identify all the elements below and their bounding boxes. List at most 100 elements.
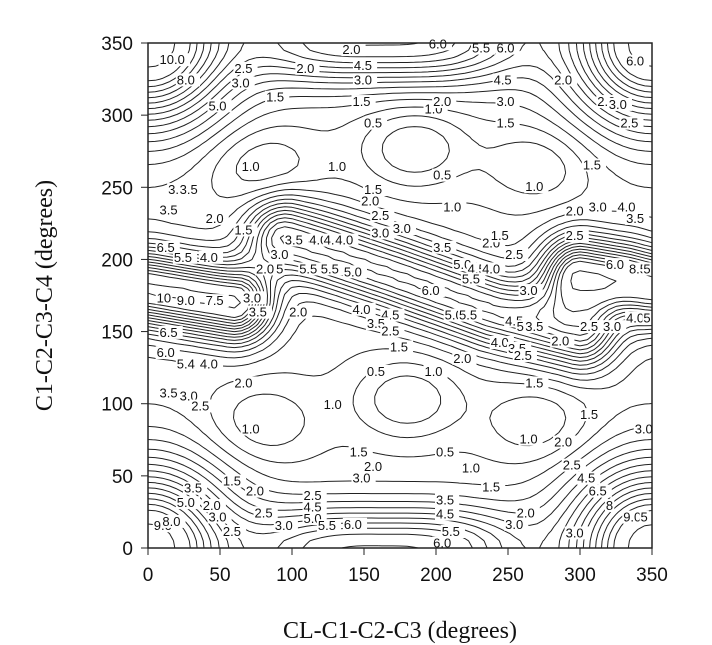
contour-label: 3.5	[435, 492, 460, 507]
contour-label: 2.0	[363, 459, 388, 474]
contour-label: 2.5	[190, 398, 215, 413]
contour-label-bg	[518, 284, 543, 298]
contour-label-text: 3.5	[285, 233, 303, 248]
contour-label: 0.5	[432, 168, 457, 183]
contour-label-bg	[273, 519, 298, 533]
contour-label-text: 3.0	[496, 94, 514, 109]
contour-label: 3.0	[504, 517, 529, 532]
contour-label-bg	[495, 41, 520, 55]
contour-label: 2.0	[564, 204, 589, 219]
contour-label: 4.5	[576, 471, 601, 486]
contour-label-text: 4.0	[200, 357, 218, 372]
contour-label: 2.0	[452, 351, 477, 366]
contour-label: 6.5	[587, 484, 612, 499]
contour-label-text: 9.0	[177, 293, 195, 308]
contour-label-text: 4.0	[352, 302, 370, 317]
contour-label-bg	[460, 461, 486, 475]
contour-label: 6.0	[342, 517, 368, 532]
contour-line-3	[147, 89, 653, 502]
contour-label-bg	[604, 258, 630, 272]
contour-label-text: 1.5	[223, 474, 241, 489]
contour-label-bg	[492, 73, 517, 87]
contour-label: 5.5	[298, 261, 323, 276]
contour-label-bg	[175, 73, 200, 87]
contour-label: 1.5	[363, 182, 388, 197]
contour-label-bg	[240, 159, 265, 173]
contour-label-text: 1.5	[491, 228, 509, 243]
contour-label: 5.0	[342, 264, 368, 279]
contour-label-text: 5	[643, 261, 650, 276]
contour-label: 1.0	[423, 364, 448, 379]
contour-label-bg	[561, 458, 586, 472]
contour-label-text: 3.0	[589, 199, 607, 214]
y-tick-label: 0	[122, 539, 133, 560]
contour-label: 3.0	[269, 247, 294, 262]
contour-label-text: 2.5	[580, 319, 598, 334]
contour-label-text: 3.0	[354, 72, 372, 87]
contour-label-bg	[233, 376, 258, 390]
contour-label: 3.0	[351, 471, 376, 486]
contour-label-text: 4.0	[626, 310, 644, 325]
contour-label-bg	[515, 506, 540, 520]
contour-line-1	[374, 126, 450, 424]
contour-label: 7.5	[204, 293, 229, 308]
contour-label-text: 4.0	[482, 261, 500, 276]
contour-label: 2.0	[295, 61, 320, 76]
contour-label-text: 1.5	[234, 222, 252, 237]
contour-label-bg	[230, 76, 255, 90]
contour-label-text: 6.0	[606, 257, 624, 272]
contour-label-bg	[604, 499, 615, 513]
contour-label: 3.0	[518, 283, 543, 298]
contour-label-text: 6.0	[433, 536, 451, 551]
contour-label: 3.0	[207, 510, 232, 525]
contour-label-bg	[579, 408, 604, 422]
contour-label-bg	[512, 348, 537, 362]
contour-label-text: 4.5	[494, 72, 512, 87]
contour-label: 2.5	[253, 505, 278, 520]
contour-label-text: 2.5	[304, 488, 322, 503]
contour-label-bg	[427, 37, 452, 51]
contour-label-text: 2.0	[566, 204, 584, 219]
contour-label: 5.0	[207, 98, 232, 113]
contour-label-bg	[207, 99, 232, 113]
contour-label: 2.5	[579, 319, 604, 334]
contour-label-text: 1.0	[324, 397, 342, 412]
contour-label-text: 5.5	[299, 261, 317, 276]
contour-label-bg	[161, 514, 186, 528]
contour-label-text: 4.5	[577, 471, 595, 486]
contour-label-text: 1.0	[242, 422, 260, 437]
contour-label: 3.0	[495, 94, 520, 109]
contour-label-text: 5	[643, 310, 650, 325]
contour-label-bg	[158, 53, 191, 67]
contour-label: 2.5	[380, 323, 405, 338]
contour-label-bg	[158, 203, 183, 217]
contour-label: 5.0	[175, 495, 200, 510]
contour-label-text: 8	[606, 498, 613, 513]
contour-label: 2.0	[515, 505, 540, 520]
contour-label-bg	[435, 445, 460, 459]
contour-label: 3.0	[391, 221, 416, 236]
contour-label-bg	[351, 95, 376, 109]
contour-label-text: 3.5	[433, 240, 451, 255]
contour-label-text: 1.0	[520, 432, 538, 447]
contour-label-text: 2.0	[554, 435, 572, 450]
contour-label-text: 2.0	[364, 459, 382, 474]
contour-label-text: 1.5	[364, 182, 382, 197]
contour-label-text: 6.0	[496, 41, 514, 56]
contour-label-bg	[240, 422, 265, 436]
contour-label: 6.0	[432, 536, 457, 551]
y-tick-label: 300	[101, 106, 133, 127]
contour-label-bg	[553, 435, 578, 449]
contour-label-bg	[388, 340, 414, 354]
y-tick-label: 100	[101, 395, 133, 416]
contour-label-bg	[435, 507, 460, 521]
contour-label-text: 1.5	[266, 90, 284, 105]
contour-label: 6.5	[155, 240, 180, 255]
contour-label-text: 2.0	[554, 72, 572, 87]
contour-label-bg	[178, 389, 203, 403]
contour-label-bg	[269, 247, 294, 261]
contour-label: 5.4	[175, 357, 200, 372]
contour-label-bg	[458, 308, 483, 322]
contour-label-bg	[363, 460, 388, 474]
